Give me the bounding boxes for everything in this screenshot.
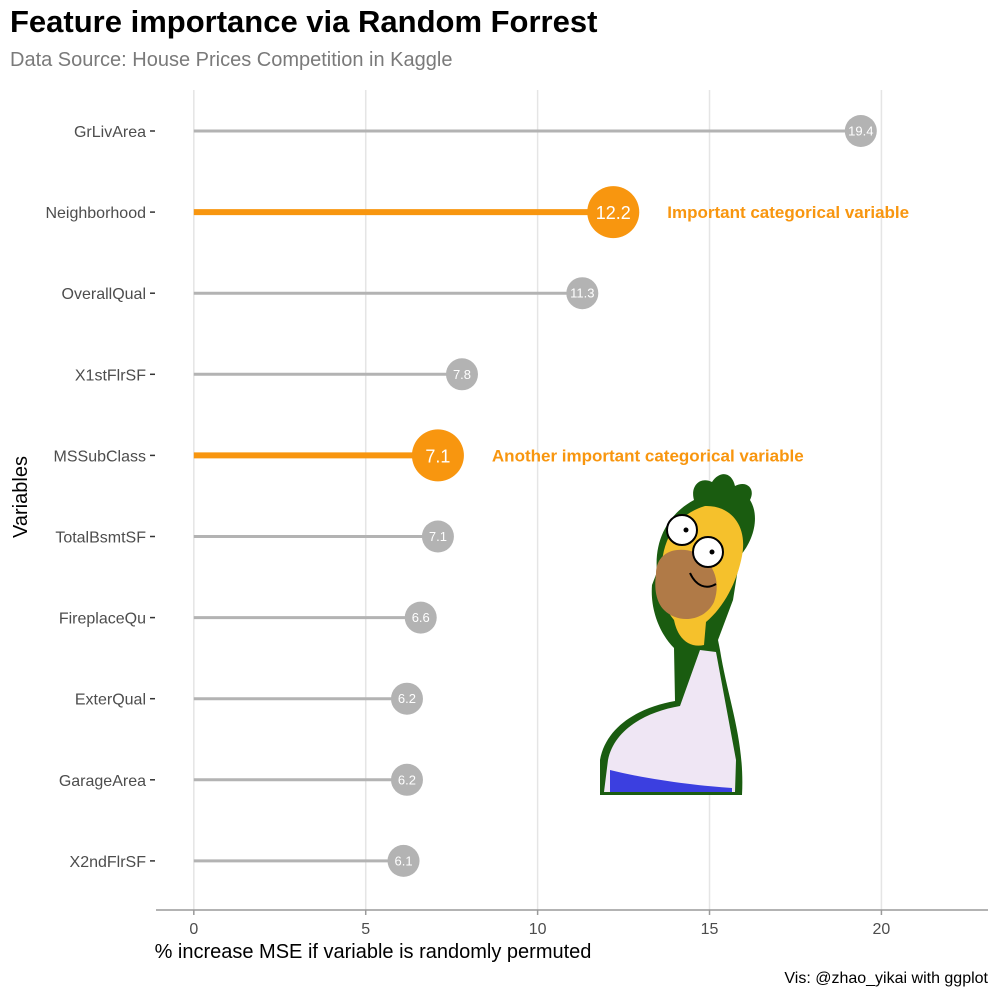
lollipop-dot	[404, 601, 437, 634]
y-tick-label: OverallQual	[62, 286, 146, 303]
y-tick-label: X1stFlrSF	[75, 367, 146, 384]
data-label: 7.8	[453, 367, 471, 382]
x-axis-title: % increase MSE if variable is randomly p…	[155, 941, 592, 963]
y-tick-label: ExterQual	[75, 692, 146, 709]
data-label: 6.2	[398, 691, 416, 706]
lollipop-dot	[411, 429, 464, 482]
y-tick-label: Neighborhood	[45, 205, 146, 222]
annotation: Important categorical variable	[667, 203, 909, 222]
x-tick-label: 5	[361, 921, 370, 938]
data-label: 19.4	[848, 124, 873, 139]
caption: Vis: @zhao_yikai with ggplot	[784, 970, 988, 987]
y-axis-title: Variables	[10, 456, 32, 538]
lollipop-dot	[390, 763, 423, 796]
lollipop-dot	[421, 520, 454, 553]
lollipop-dot	[587, 186, 640, 239]
y-tick-label: TotalBsmtSF	[55, 530, 146, 547]
x-tick-label: 0	[189, 921, 198, 938]
x-tick-label: 15	[701, 921, 719, 938]
data-label: 7.1	[429, 529, 447, 544]
x-tick-label: 10	[529, 921, 547, 938]
lollipop-dot	[844, 115, 877, 147]
annotation: Another important categorical variable	[492, 446, 804, 465]
data-label: 6.2	[398, 772, 416, 787]
chart-title: Feature importance via Random Forrest	[10, 4, 598, 39]
annotations: Important categorical variable Another im…	[492, 203, 909, 465]
y-tick-label: GrLivArea	[74, 124, 146, 141]
chart-subtitle: Data Source: House Prices Competition in…	[10, 49, 453, 71]
homer-hedge-icon	[600, 474, 755, 795]
lollipop-dot	[387, 844, 420, 877]
data-label: 6.6	[412, 610, 430, 625]
y-tick-label: FireplaceQu	[59, 611, 146, 628]
data-label: 11.3	[570, 286, 594, 301]
x-tick-label: 20	[873, 921, 891, 938]
lollipop-dot	[445, 358, 478, 391]
data-label: 6.1	[394, 853, 412, 868]
data-label: 12.2	[596, 203, 631, 223]
lollipop-dot	[390, 682, 423, 715]
axes: 0 5 10 15 20 GrLivArea Neighborhood OverallQual…	[45, 124, 988, 938]
data-label: 7.1	[425, 446, 450, 466]
lollipop-dots: 19.4 12.2 11.3 7.8 7.1 7.1 6.6 6.2 6.2 6.1	[387, 115, 877, 877]
lollipop-stems	[193, 129, 861, 863]
y-tick-label: GarageArea	[59, 773, 146, 790]
y-tick-label: X2ndFlrSF	[70, 854, 147, 871]
y-tick-label: MSSubClass	[54, 448, 146, 465]
lollipop-dot	[566, 277, 599, 310]
